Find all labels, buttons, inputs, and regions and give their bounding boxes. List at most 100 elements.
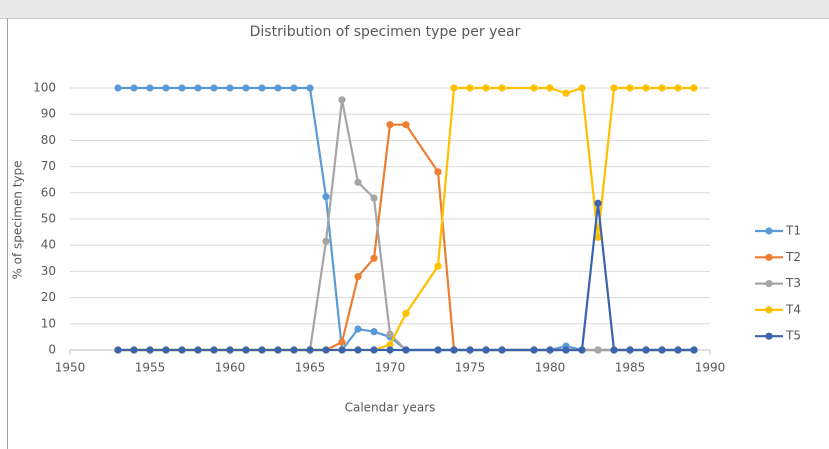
- data-point: [226, 84, 234, 92]
- y-tick-label: 50: [41, 212, 56, 226]
- data-point: [402, 309, 410, 317]
- data-point: [290, 84, 298, 92]
- y-tick-label: 60: [41, 185, 56, 199]
- data-point: [306, 346, 314, 354]
- data-point: [370, 254, 378, 262]
- data-point: [274, 84, 282, 92]
- data-point: [498, 84, 506, 92]
- x-tick-label: 1960: [215, 361, 246, 375]
- data-point: [482, 346, 490, 354]
- y-tick-label: 20: [41, 290, 56, 304]
- y-tick-label: 80: [41, 133, 56, 147]
- data-point: [466, 84, 474, 92]
- data-point: [242, 84, 250, 92]
- legend-marker: [765, 280, 773, 288]
- data-point: [306, 84, 314, 92]
- data-point: [338, 338, 346, 346]
- data-point: [194, 346, 202, 354]
- data-point: [370, 328, 378, 336]
- data-point: [146, 346, 154, 354]
- data-point: [578, 84, 586, 92]
- data-point: [434, 168, 442, 176]
- y-axis-title: % of specimen type: [11, 160, 25, 279]
- series-line: [118, 202, 694, 352]
- data-point: [658, 346, 666, 354]
- y-tick-label: 40: [41, 238, 56, 252]
- legend-marker: [765, 227, 773, 235]
- data-point: [546, 346, 554, 354]
- data-point: [386, 330, 394, 338]
- data-point: [258, 84, 266, 92]
- data-point: [674, 84, 682, 92]
- y-tick-label: 10: [41, 316, 56, 330]
- data-point: [594, 346, 602, 354]
- data-point: [322, 193, 330, 201]
- y-tick-label: 0: [48, 343, 56, 357]
- data-point: [226, 346, 234, 354]
- data-point: [610, 84, 618, 92]
- x-tick-label: 1955: [135, 361, 166, 375]
- data-point: [258, 346, 266, 354]
- data-point: [626, 346, 634, 354]
- data-point: [290, 346, 298, 354]
- data-point: [114, 84, 122, 92]
- x-tick-label: 1980: [535, 361, 566, 375]
- data-point: [386, 346, 394, 354]
- data-point: [114, 346, 122, 354]
- data-point: [178, 84, 186, 92]
- data-point: [210, 84, 218, 92]
- x-tick-label: 1970: [375, 361, 406, 375]
- y-tick-label: 70: [41, 159, 56, 173]
- data-point: [562, 346, 570, 354]
- legend-marker: [765, 306, 773, 314]
- legend-label: T4: [785, 302, 801, 316]
- data-point: [642, 84, 650, 92]
- data-point: [194, 84, 202, 92]
- y-tick-label: 30: [41, 264, 56, 278]
- data-point: [530, 84, 538, 92]
- data-point: [578, 346, 586, 354]
- x-tick-label: 1990: [695, 361, 726, 375]
- chart-title: Distribution of specimen type per year: [250, 24, 521, 40]
- data-point: [402, 121, 410, 129]
- data-point: [354, 325, 362, 333]
- data-point: [594, 199, 602, 207]
- data-point: [354, 178, 362, 186]
- data-point: [146, 84, 154, 92]
- data-point: [498, 346, 506, 354]
- data-point: [546, 84, 554, 92]
- data-point: [610, 346, 618, 354]
- data-point: [434, 262, 442, 270]
- data-point: [386, 341, 394, 349]
- data-point: [370, 346, 378, 354]
- data-point: [338, 96, 346, 104]
- data-point: [274, 346, 282, 354]
- x-axis-title: Calendar years: [345, 401, 436, 415]
- data-point: [354, 346, 362, 354]
- data-point: [178, 346, 186, 354]
- data-point: [162, 346, 170, 354]
- data-point: [482, 84, 490, 92]
- data-point: [354, 273, 362, 281]
- data-point: [530, 346, 538, 354]
- data-point: [450, 346, 458, 354]
- data-point: [242, 346, 250, 354]
- data-point: [210, 346, 218, 354]
- x-tick-label: 1985: [615, 361, 646, 375]
- x-tick-label: 1975: [455, 361, 486, 375]
- legend-marker: [765, 332, 773, 340]
- data-point: [674, 346, 682, 354]
- top-bar: [0, 0, 829, 18]
- data-point: [466, 346, 474, 354]
- y-tick-label: 100: [33, 81, 56, 95]
- y-tick-label: 90: [41, 107, 56, 121]
- data-point: [338, 346, 346, 354]
- data-point: [322, 346, 330, 354]
- data-point: [626, 84, 634, 92]
- data-point: [386, 121, 394, 129]
- legend-label: T3: [785, 276, 801, 290]
- legend-label: T1: [785, 224, 801, 238]
- data-point: [658, 84, 666, 92]
- legend-label: T2: [785, 250, 801, 264]
